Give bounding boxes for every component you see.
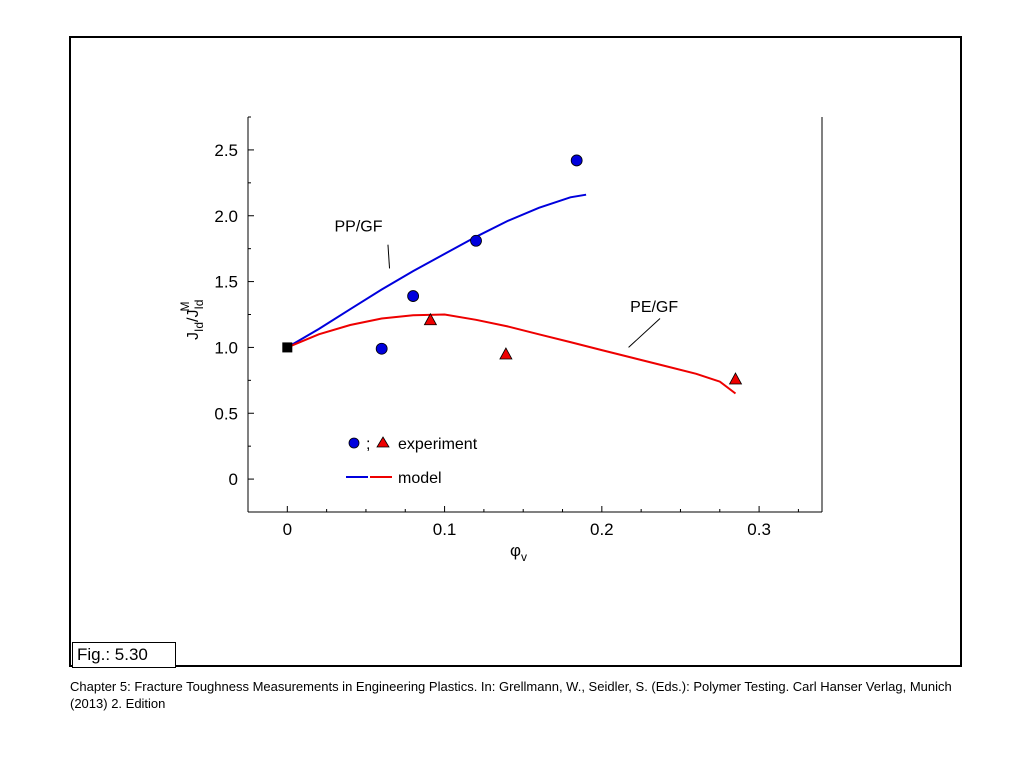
data-point-circle (570, 154, 583, 167)
y-tick-label: 0 (229, 470, 238, 489)
data-point-triangle (728, 372, 743, 385)
legend-circle-marker (348, 437, 360, 449)
legend: ; experiment model (346, 436, 478, 487)
model-curve-pe-gf (286, 313, 737, 395)
y-tick-label: 1.0 (214, 338, 238, 357)
legend-separator: ; (366, 436, 370, 453)
data-point-circle (375, 342, 388, 355)
y-tick-label: 2.0 (214, 207, 238, 226)
annotation-pp-gf: PP/GF (334, 219, 382, 236)
figure-frame (69, 36, 962, 667)
x-tick-label: 0 (283, 520, 292, 539)
figure-number-label: Fig.: 5.30 (72, 642, 176, 668)
annotation-leader-line (387, 244, 391, 269)
annotation-pe-gf: PE/GF (630, 299, 678, 316)
model-curve-pp-gf (286, 193, 587, 349)
origin-square-marker (282, 342, 293, 353)
data-point-triangle (423, 312, 438, 326)
y-tick-label: 2.5 (214, 141, 238, 160)
x-tick-label: 0.3 (747, 520, 771, 539)
y-tick-label: 0.5 (214, 404, 238, 423)
plot-area: 0 0.5 1.0 1.5 2.0 2.5 0 0.1 0.2 0.3 PP/GF PE/GF (214, 116, 823, 539)
y-tick-label: 1.5 (214, 273, 238, 292)
data-point-triangle (499, 347, 513, 360)
x-tick-label: 0.2 (590, 520, 614, 539)
data-point-circle (470, 234, 482, 247)
y-axis-label: JId/JIdM (178, 300, 206, 340)
legend-experiment-label: experiment (398, 436, 478, 453)
annotation-leader-line (628, 318, 661, 348)
legend-triangle-marker (376, 436, 390, 448)
svg-text:φv: φv (510, 541, 527, 564)
figure-caption: Chapter 5: Fracture Toughness Measuremen… (70, 679, 952, 711)
legend-model-label: model (398, 470, 442, 487)
x-tick-label: 0.1 (433, 520, 457, 539)
x-axis-label: φv (510, 541, 527, 564)
data-point-circle (407, 290, 420, 302)
svg-text:JId/JIdM: JId/JIdM (178, 300, 206, 340)
